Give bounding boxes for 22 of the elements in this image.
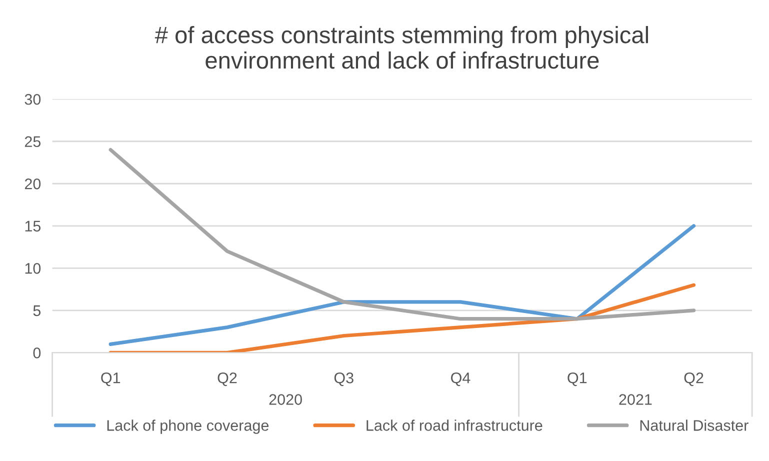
- y-tick-label: 15: [25, 220, 41, 232]
- x-tick-label: Q1: [568, 372, 587, 386]
- line-series: [108, 283, 696, 353]
- y-tick-label: 25: [24, 136, 41, 148]
- line-series: [108, 148, 696, 321]
- y-tick-label: 10: [25, 263, 41, 274]
- legend-label: Lack of phone coverage: [107, 420, 269, 434]
- line-series: [108, 224, 696, 346]
- y-tick-label: 5: [33, 305, 41, 316]
- x-tick-label: Q4: [451, 372, 470, 386]
- y-tick-label: 20: [24, 178, 41, 190]
- chart-title: # of access constraints stemming from physical environment and lack of infrastructure: [154, 26, 648, 69]
- legend-label: Lack of road infrastructure: [366, 420, 542, 431]
- x-tick-label: Q2: [218, 372, 237, 386]
- y-tick-label: 30: [24, 94, 41, 105]
- text: 2021: [619, 394, 652, 405]
- legend-label: Natural Disaster: [640, 420, 748, 431]
- x-tick-label: Q2: [684, 372, 704, 386]
- x-tick-label: Q3: [334, 372, 354, 386]
- text: 2020: [269, 394, 302, 405]
- y-tick-label: 0: [33, 348, 41, 358]
- x-tick-label: Q1: [101, 372, 120, 386]
